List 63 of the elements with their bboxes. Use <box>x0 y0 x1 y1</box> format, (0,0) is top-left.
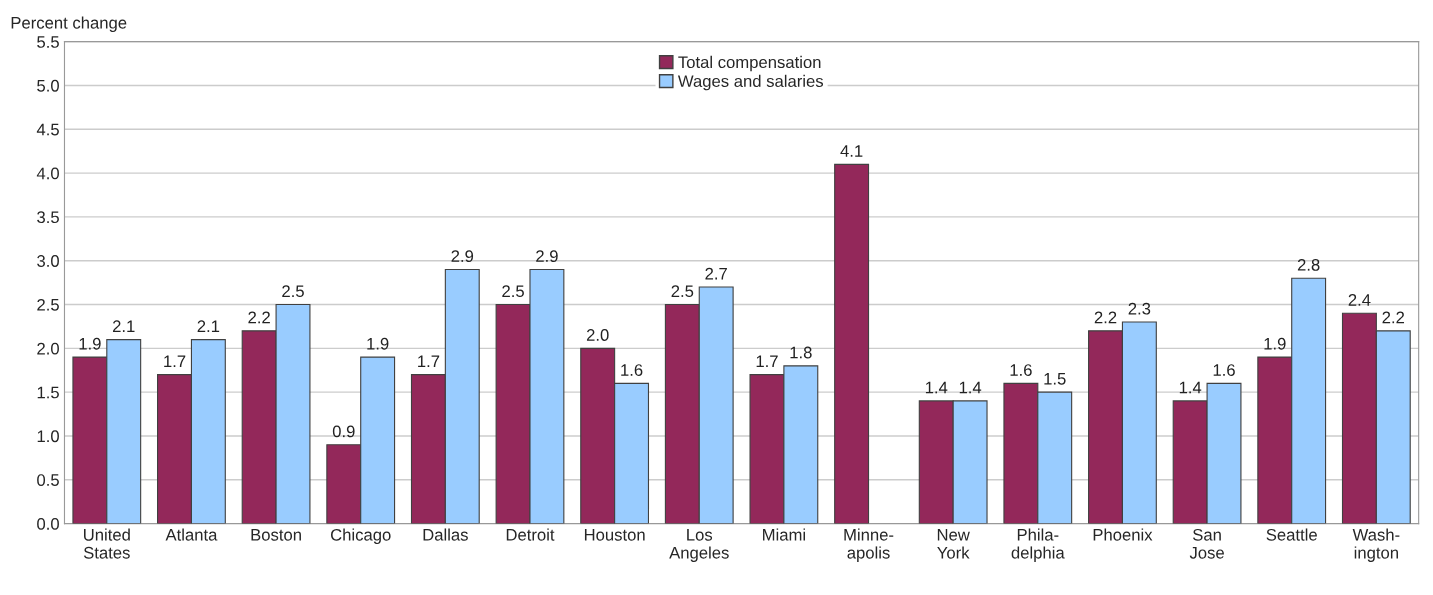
y-tick-label: 4.5 <box>36 123 59 136</box>
x-tick-label: Dallas <box>423 528 468 541</box>
data-label: 1.4 <box>959 381 982 394</box>
data-label: 2.7 <box>705 267 727 280</box>
y-tick-label: 0.5 <box>37 474 59 486</box>
x-tick-label: Detroit <box>506 528 555 541</box>
data-label: 2.2 <box>248 311 270 324</box>
data-label: 1.6 <box>1010 364 1032 376</box>
x-tick-label: United States <box>83 528 130 559</box>
x-tick-label: Miami <box>763 528 805 541</box>
y-tick-label: 5.0 <box>37 79 59 92</box>
x-tick-label: Houston <box>584 529 645 541</box>
y-tick-label: 1.0 <box>37 430 59 443</box>
data-label: 1.6 <box>1213 364 1235 376</box>
legend-label: Wages and salaries <box>677 74 824 91</box>
data-label: 1.7 <box>756 355 778 368</box>
data-label: 2.2 <box>1382 311 1405 324</box>
data-label: 1.8 <box>790 346 812 359</box>
y-tick-label: 5.5 <box>37 36 59 48</box>
data-label: 4.1 <box>840 145 863 157</box>
data-label: 1.6 <box>621 364 643 376</box>
data-label: 2.3 <box>1128 302 1151 315</box>
x-tick-label: San Jose <box>1189 528 1224 559</box>
legend-label: Total compensation <box>678 55 821 72</box>
x-tick-label: Phila- delphia <box>1011 528 1065 562</box>
x-tick-label: Boston <box>251 529 301 541</box>
x-tick-label: Atlanta <box>165 528 218 541</box>
data-label: 1.4 <box>925 381 948 394</box>
data-label: 2.4 <box>1348 294 1371 306</box>
data-label: 2.9 <box>536 250 558 263</box>
x-tick-label: Minne- apolis <box>844 528 894 562</box>
data-label: 1.9 <box>1264 337 1286 350</box>
y-axis-title: Percent change <box>11 16 127 33</box>
x-tick-label: New York <box>937 529 970 559</box>
y-tick-label: 3.5 <box>37 211 59 224</box>
y-tick-label: 1.5 <box>37 386 59 399</box>
y-tick-label: 0.0 <box>37 518 59 530</box>
data-label: 2.9 <box>451 250 474 263</box>
data-label: 2.5 <box>502 285 524 298</box>
bar <box>834 163 870 524</box>
x-tick-label: Los Angeles <box>669 529 729 562</box>
data-label: 1.9 <box>367 337 389 350</box>
data-label: 1.4 <box>1179 381 1202 394</box>
y-tick-label: 2.0 <box>37 342 59 355</box>
data-label: 2.8 <box>1297 258 1320 271</box>
data-label: 1.5 <box>1044 373 1066 385</box>
x-tick-label: Wash- ington <box>1352 528 1400 562</box>
data-label: 1.7 <box>418 355 440 368</box>
y-tick-label: 4.0 <box>36 167 59 180</box>
data-label: 2.0 <box>586 329 609 341</box>
data-label: 2.2 <box>1094 311 1117 324</box>
data-label: 2.5 <box>671 285 694 298</box>
data-label: 2.1 <box>112 320 135 332</box>
y-tick-label: 2.5 <box>37 298 59 311</box>
data-label: 2.5 <box>282 285 304 298</box>
y-tick-label: 3.0 <box>37 255 59 267</box>
x-tick-label: Phoenix <box>1093 528 1153 541</box>
data-label: 1.7 <box>164 355 186 368</box>
data-label: 0.9 <box>332 425 355 438</box>
data-label: 1.9 <box>79 337 101 350</box>
data-label: 2.1 <box>197 320 220 332</box>
x-tick-label: Seattle <box>1266 528 1317 541</box>
x-tick-label: Chicago <box>330 528 391 544</box>
